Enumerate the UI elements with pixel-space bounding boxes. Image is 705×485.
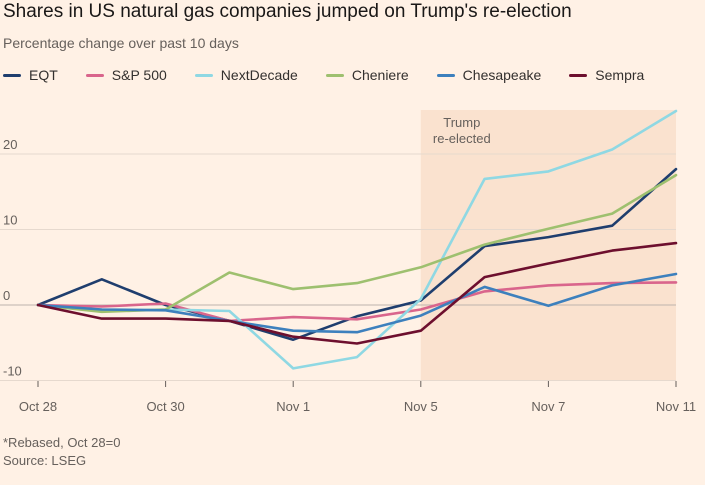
series-line-sandp-500 <box>36 281 678 323</box>
legend-label: NextDecade <box>220 67 298 83</box>
legend-swatch <box>194 73 213 77</box>
footnote: *Rebased, Oct 28=0 Source: LSEG <box>3 434 120 470</box>
y-tick-label: 20 <box>3 137 17 152</box>
legend-swatch <box>3 73 21 77</box>
y-tick-label: 0 <box>3 288 10 303</box>
legend-swatch <box>569 73 588 77</box>
chart-subtitle: Percentage change over past 10 days <box>3 35 239 51</box>
legend-label: Sempra <box>595 67 645 83</box>
legend-swatch <box>85 73 104 77</box>
annotation-line-2: re-elected <box>433 131 491 146</box>
y-tick-label: -10 <box>3 364 22 379</box>
rebase-note: *Rebased, Oct 28=0 <box>3 435 121 450</box>
y-tick-label: 10 <box>3 213 17 228</box>
x-tick-label: Oct 28 <box>19 399 57 414</box>
x-tick-label: Nov 7 <box>531 399 565 414</box>
legend-item-nextdecade: NextDecade <box>194 67 298 83</box>
legend-item-eqt: EQT <box>3 67 58 83</box>
x-tick-label: Oct 30 <box>146 399 184 414</box>
series-line-chesapeake <box>36 272 678 334</box>
x-tick-label: Nov 5 <box>404 399 438 414</box>
legend-label: Cheniere <box>351 67 409 83</box>
legend: EQT S&P 500 NextDecade Cheniere Chesapeake Se… <box>3 66 672 84</box>
x-tick-label: Nov 11 <box>656 399 696 414</box>
legend-item-sempra: Sempra <box>569 67 644 83</box>
legend-label: S&P 500 <box>111 67 167 83</box>
legend-label: Chesapeake <box>462 67 542 83</box>
legend-item-cheniere: Cheniere <box>325 67 409 83</box>
legend-swatch <box>436 73 455 77</box>
annotation-line-1: Trump <box>443 115 480 130</box>
series-line-eqt <box>36 167 678 342</box>
source-note: Source: LSEG <box>3 453 87 468</box>
highlight-band <box>420 110 676 381</box>
legend-item-sandp-500: S&P 500 <box>85 67 167 83</box>
legend-swatch <box>325 73 344 77</box>
series-line-sempra <box>36 241 678 345</box>
legend-label: EQT <box>29 67 58 83</box>
chart-title: Shares in US natural gas companies jumpe… <box>3 1 572 22</box>
legend-item-chesapeake: Chesapeake <box>436 67 542 83</box>
x-tick-label: Nov 1 <box>276 399 310 414</box>
